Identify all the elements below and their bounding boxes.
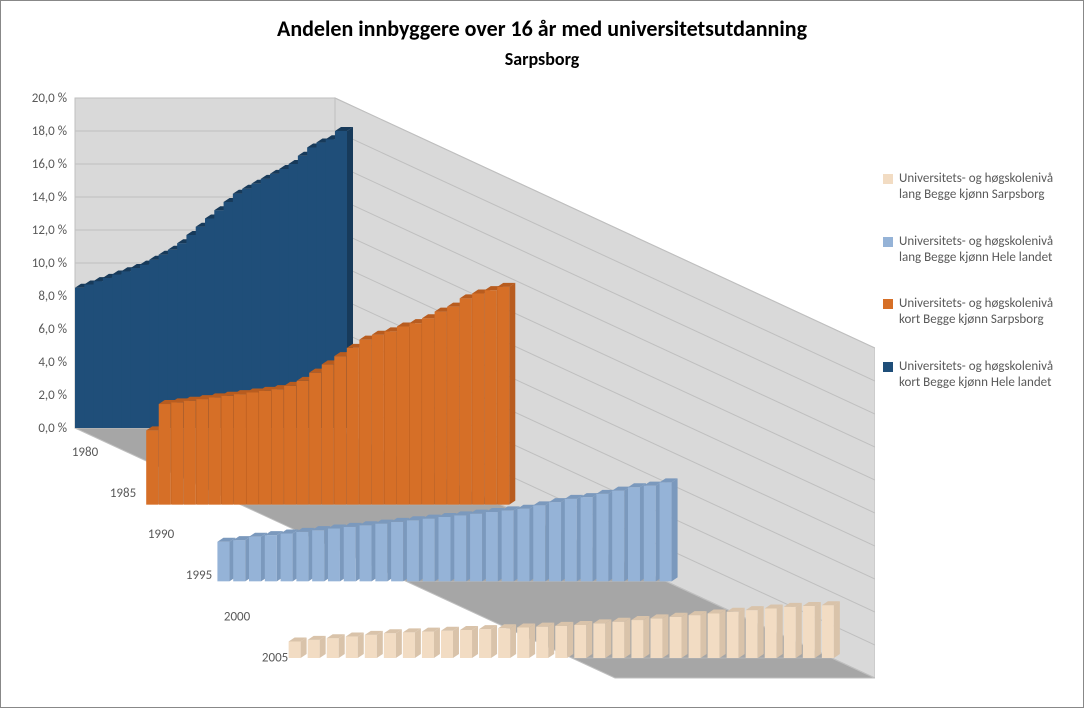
x-tick-label: 2005 <box>262 650 288 665</box>
legend-swatch <box>883 299 893 309</box>
legend-item: Universitets- og høgskolenivå kort Begge… <box>883 359 1063 392</box>
chart-title: Andelen innbyggere over 16 år med univer… <box>1 15 1083 42</box>
y-tick-label: 10,0 % <box>32 256 67 271</box>
y-tick-label: 6,0 % <box>38 322 67 337</box>
legend-item: Universitets- og høgskolenivå lang Begge… <box>883 171 1063 204</box>
legend-swatch <box>883 237 893 247</box>
y-tick-label: 20,0 % <box>32 91 67 106</box>
x-tick-label: 1985 <box>110 486 136 501</box>
x-tick-label: 1990 <box>148 527 175 542</box>
legend-swatch <box>883 174 893 184</box>
legend-label: Universitets- og høgskolenivå lang Begge… <box>899 171 1063 204</box>
y-tick-label: 4,0 % <box>38 355 67 370</box>
legend-swatch <box>883 362 893 372</box>
y-tick-label: 0,0 % <box>38 421 67 436</box>
legend-label: Universitets- og høgskolenivå kort Begge… <box>899 296 1063 329</box>
chart-subtitle: Sarpsborg <box>1 48 1083 70</box>
chart-plot: 0,0 % 2,0 % 4,0 % 6,0 % 8,0 % 10,0 % 12,0 % 14,… <box>5 83 875 693</box>
y-tick-label: 8,0 % <box>38 289 67 304</box>
chart-legend: Universitets- og høgskolenivå lang Begge… <box>883 171 1063 421</box>
legend-item: Universitets- og høgskolenivå kort Begge… <box>883 296 1063 329</box>
y-tick-label: 2,0 % <box>38 388 67 403</box>
chart-container: Andelen innbyggere over 16 år med univer… <box>0 0 1084 708</box>
x-tick-label: 1995 <box>186 568 212 583</box>
legend-label: Universitets- og høgskolenivå kort Begge… <box>899 359 1063 392</box>
legend-item: Universitets- og høgskolenivå lang Begge… <box>883 234 1063 267</box>
x-tick-label: 1980 <box>72 445 99 460</box>
x-tick-label: 2000 <box>224 609 251 624</box>
y-tick-label: 14,0 % <box>32 190 67 205</box>
legend-label: Universitets- og høgskolenivå lang Begge… <box>899 234 1063 267</box>
y-tick-label: 18,0 % <box>32 124 67 139</box>
y-tick-label: 16,0 % <box>32 157 67 172</box>
y-tick-label: 12,0 % <box>32 223 67 238</box>
